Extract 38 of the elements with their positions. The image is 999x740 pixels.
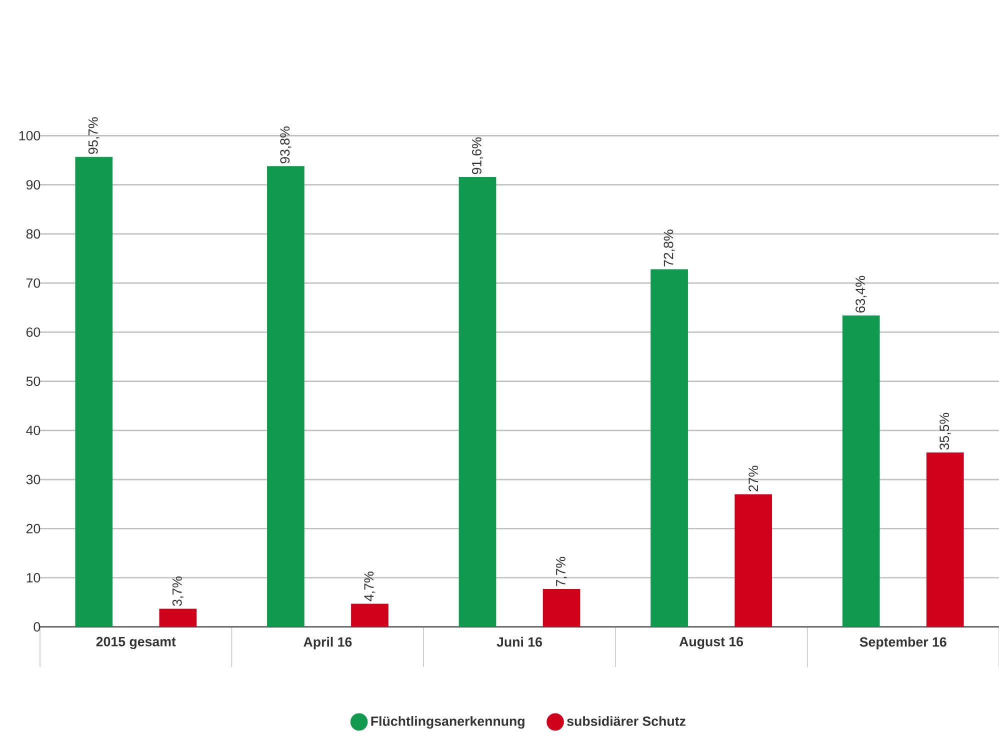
y-tick-label: 0 [34,622,40,632]
x-tick-label: 2015 gesamt [96,636,176,649]
bar [351,604,388,627]
data-label: 3,7% [172,576,184,606]
bar [926,452,964,627]
y-tick-label: 50 [26,376,40,386]
y-tick-label: 20 [26,524,40,534]
data-label: 91,6% [472,137,484,174]
x-tick-label: August 16 [679,636,744,649]
data-label: 7,7% [556,556,568,586]
data-label: 63,4% [856,276,867,312]
y-tick-label: 10 [26,572,40,582]
bar [734,494,772,627]
x-tick-label: April 16 [304,636,352,650]
x-tick-label: September 16 [860,636,946,650]
legend-label: Flüchtlingsanerkennung [371,716,524,729]
bar [650,269,688,627]
legend-label: subsidiärer Schutz [567,716,686,726]
y-tick-label: 30 [26,474,40,484]
bar [458,176,496,627]
bar [267,166,304,627]
bar [159,608,197,627]
data-label: 35,5% [940,412,951,450]
y-tick-label: 40 [26,426,40,436]
data-label: 95,7% [88,117,100,154]
bar [75,156,113,627]
y-tick-label: 60 [26,327,40,337]
bar [842,315,880,627]
data-label: 72,8% [664,230,675,266]
data-label: 4,7% [364,571,376,602]
y-tick-label: 80 [26,229,40,239]
data-label: 93,8% [280,126,292,164]
data-label: 27% [748,466,758,492]
bar [542,588,580,627]
y-tick-label: 90 [26,180,40,190]
y-tick-label: 100 [19,130,40,140]
x-tick-label: Juni 16 [496,636,542,647]
y-tick-label: 70 [26,278,40,288]
